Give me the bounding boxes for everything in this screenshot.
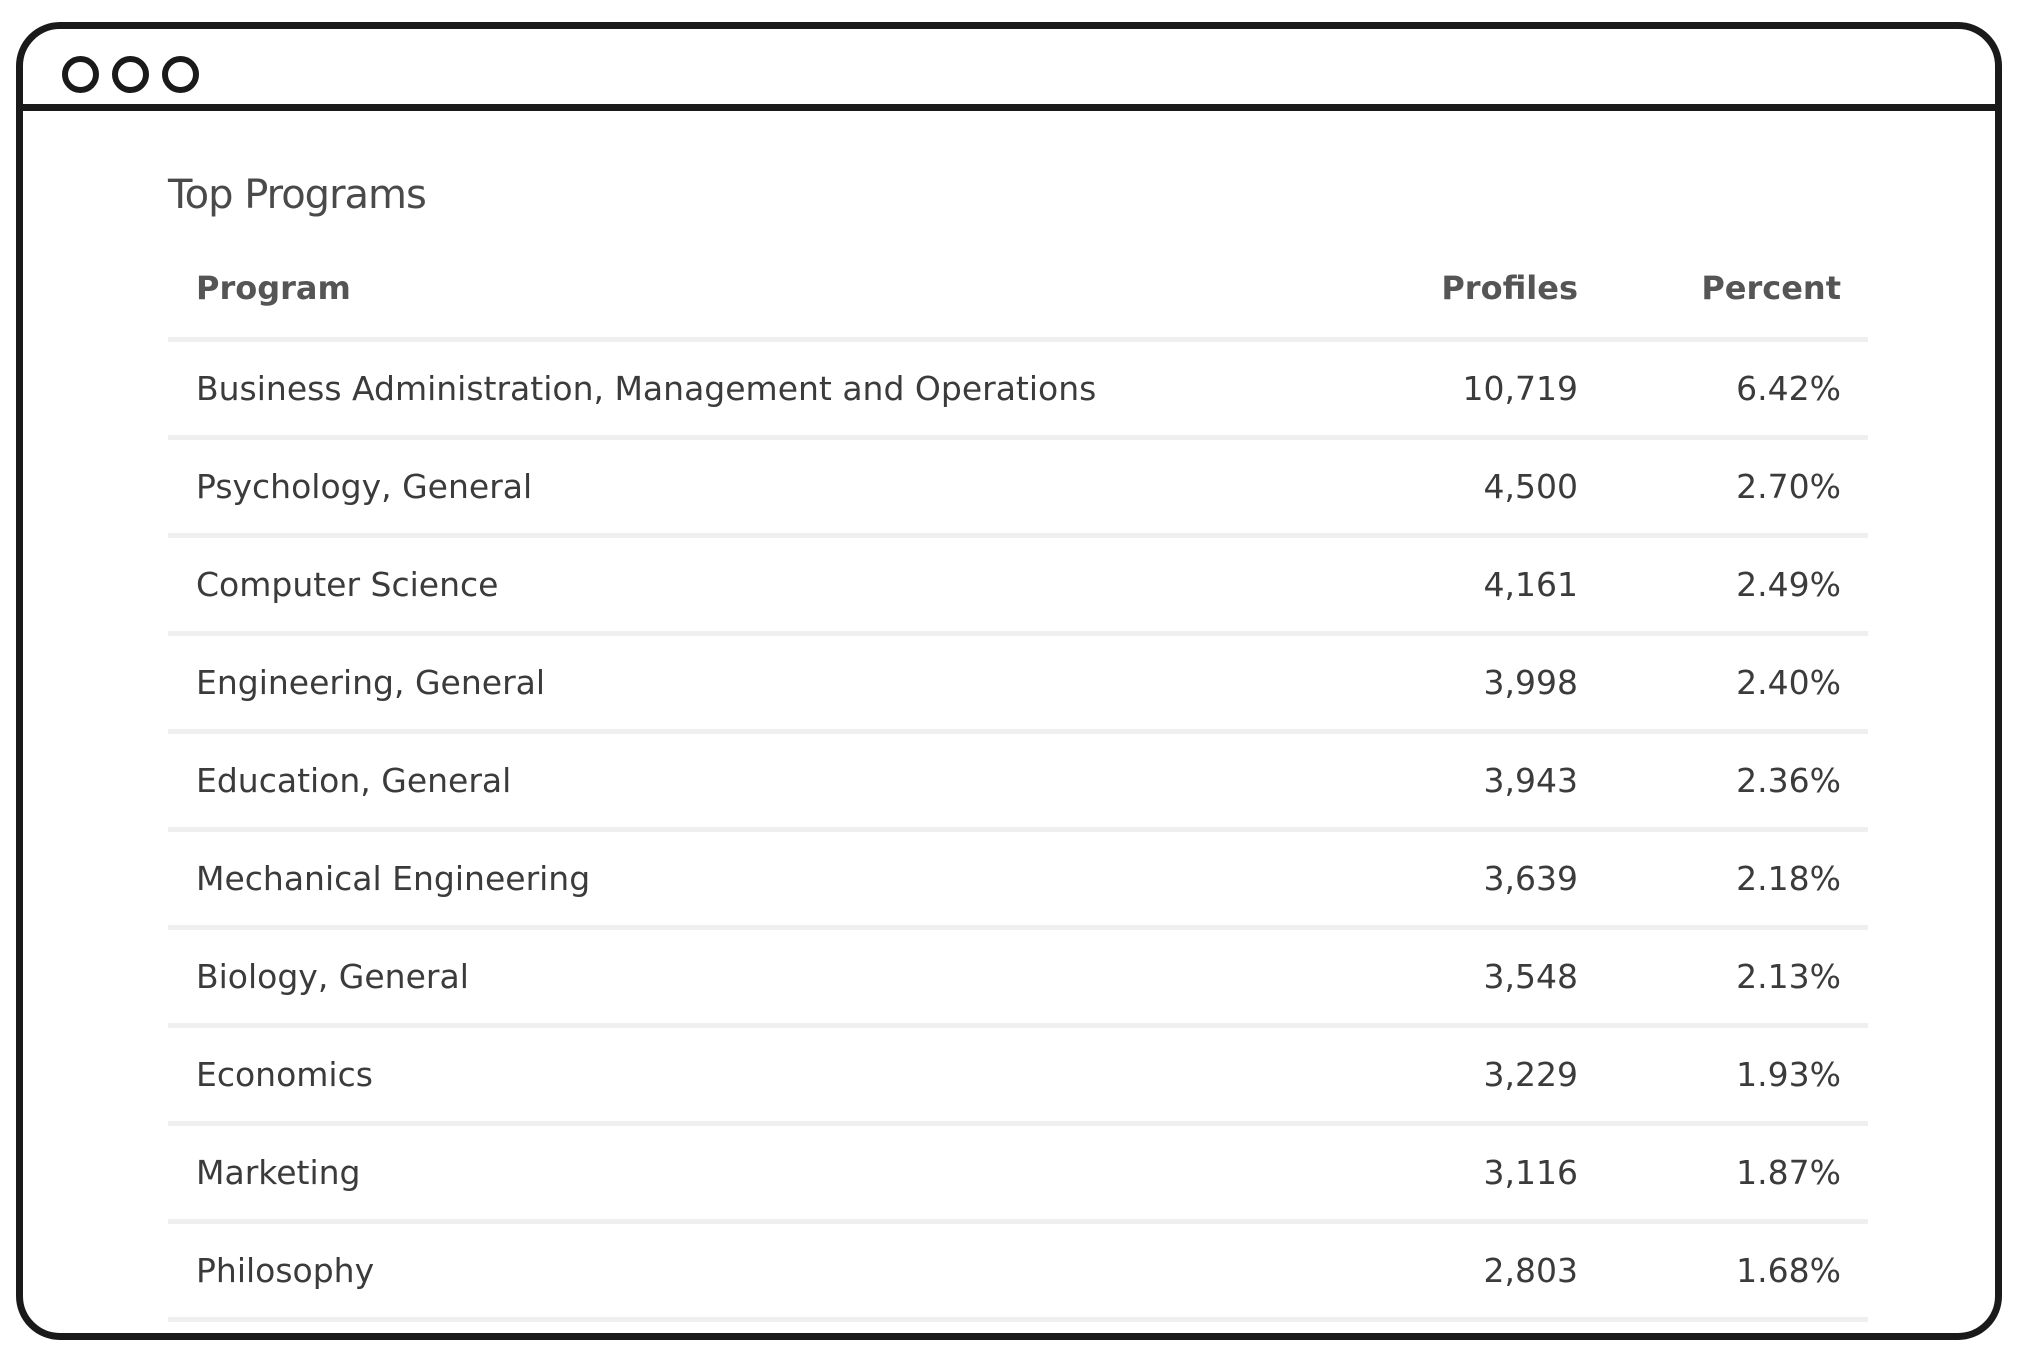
browser-window: Top Programs Program Profiles Percent Bu… — [16, 22, 2002, 1340]
percent-cell: 2.70% — [1736, 467, 1841, 506]
program-cell: Economics — [196, 1055, 373, 1094]
profiles-cell: 3,229 — [1483, 1055, 1578, 1094]
percent-cell: 2.13% — [1736, 957, 1841, 996]
percent-cell: 6.42% — [1736, 369, 1841, 408]
profiles-cell: 3,998 — [1483, 663, 1578, 702]
top-programs-table: Program Profiles Percent Business Admini… — [168, 244, 1868, 1322]
table-row: Computer Science 4,161 2.49% — [168, 538, 1868, 636]
column-header-percent[interactable]: Percent — [1701, 269, 1841, 307]
profiles-cell: 4,500 — [1483, 467, 1578, 506]
percent-cell: 2.40% — [1736, 663, 1841, 702]
profiles-cell: 3,116 — [1483, 1153, 1578, 1192]
program-cell: Computer Science — [196, 565, 499, 604]
table-row: Biology, General 3,548 2.13% — [168, 930, 1868, 1028]
profiles-cell: 3,548 — [1483, 957, 1578, 996]
percent-cell: 1.87% — [1736, 1153, 1841, 1192]
table-row: Philosophy 2,803 1.68% — [168, 1224, 1868, 1322]
table-row: Marketing 3,116 1.87% — [168, 1126, 1868, 1224]
window-content: Top Programs Program Profiles Percent Bu… — [23, 111, 1995, 1333]
column-header-profiles[interactable]: Profiles — [1441, 269, 1578, 307]
window-control-minimize-icon[interactable] — [112, 56, 149, 93]
program-cell: Marketing — [196, 1153, 361, 1192]
program-cell: Psychology, General — [196, 467, 533, 506]
profiles-cell: 3,639 — [1483, 859, 1578, 898]
window-control-maximize-icon[interactable] — [162, 56, 199, 93]
profiles-cell: 2,803 — [1483, 1251, 1578, 1290]
percent-cell: 2.49% — [1736, 565, 1841, 604]
section-title: Top Programs — [168, 172, 427, 218]
program-cell: Engineering, General — [196, 663, 546, 702]
column-header-program[interactable]: Program — [196, 269, 351, 307]
percent-cell: 1.68% — [1736, 1251, 1841, 1290]
profiles-cell: 10,719 — [1462, 369, 1578, 408]
table-header-row: Program Profiles Percent — [168, 244, 1868, 342]
table-row: Business Administration, Management and … — [168, 342, 1868, 440]
window-titlebar — [23, 29, 1995, 111]
percent-cell: 2.18% — [1736, 859, 1841, 898]
profiles-cell: 3,943 — [1483, 761, 1578, 800]
window-control-close-icon[interactable] — [62, 56, 99, 93]
table-row: Mechanical Engineering 3,639 2.18% — [168, 832, 1868, 930]
program-cell: Philosophy — [196, 1251, 375, 1290]
program-cell: Mechanical Engineering — [196, 859, 591, 898]
percent-cell: 1.93% — [1736, 1055, 1841, 1094]
profiles-cell: 4,161 — [1483, 565, 1578, 604]
program-cell: Education, General — [196, 761, 512, 800]
program-cell: Biology, General — [196, 957, 469, 996]
table-row: Education, General 3,943 2.36% — [168, 734, 1868, 832]
table-row: Psychology, General 4,500 2.70% — [168, 440, 1868, 538]
program-cell: Business Administration, Management and … — [196, 369, 1097, 408]
percent-cell: 2.36% — [1736, 761, 1841, 800]
table-row: Economics 3,229 1.93% — [168, 1028, 1868, 1126]
table-row: Engineering, General 3,998 2.40% — [168, 636, 1868, 734]
